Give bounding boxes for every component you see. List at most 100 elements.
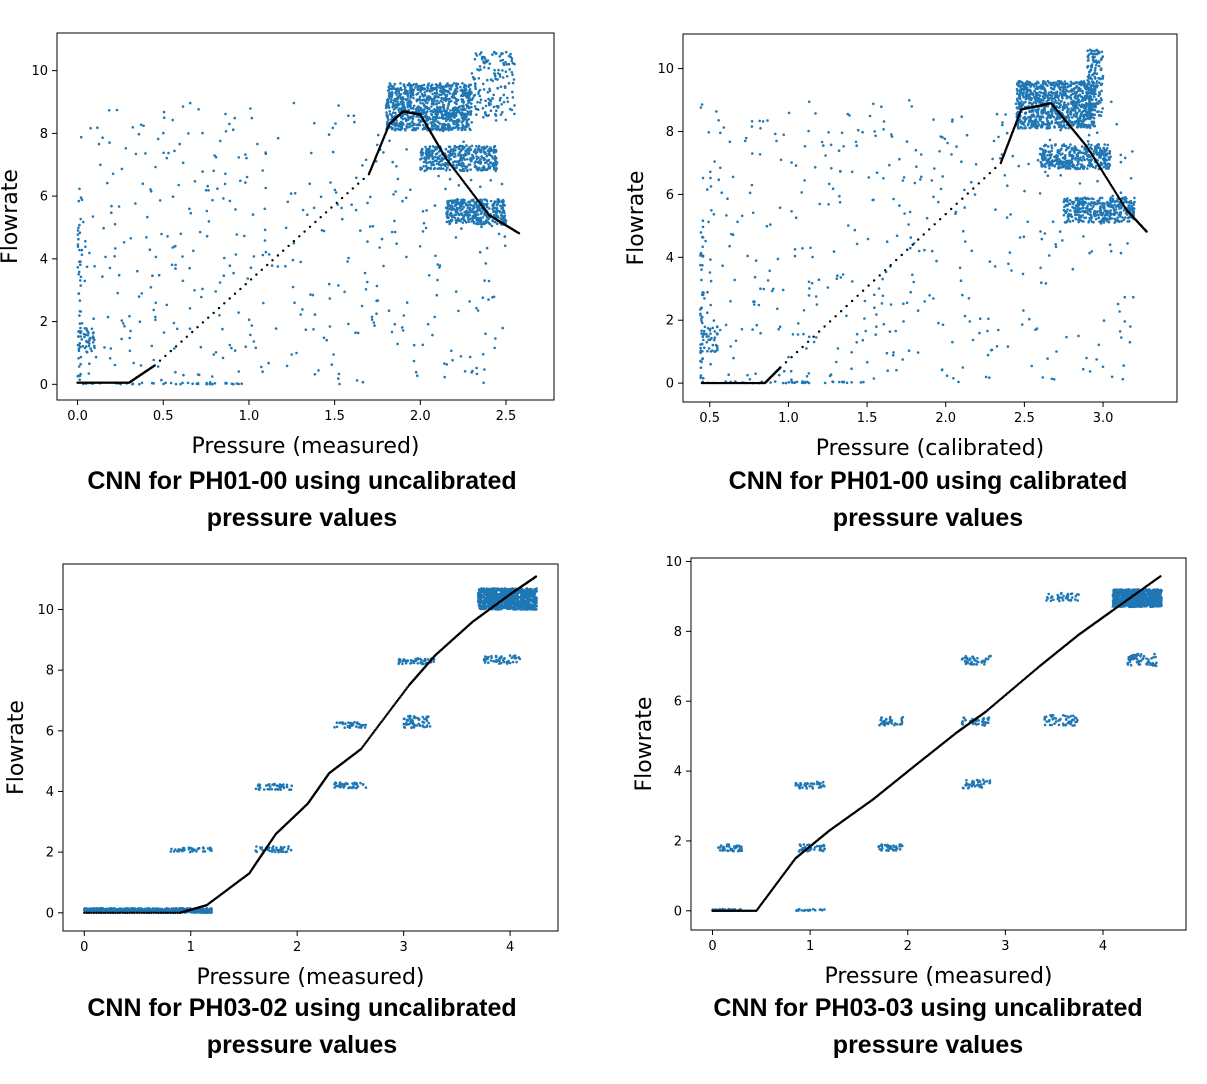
measured-point xyxy=(451,114,454,118)
measured-point xyxy=(80,248,84,252)
measured-point xyxy=(815,303,819,306)
measured-point xyxy=(901,358,904,361)
measured-point xyxy=(1031,93,1035,97)
measured-point xyxy=(787,355,790,359)
measured-point xyxy=(78,314,81,317)
measured-point xyxy=(435,109,438,112)
measured-point xyxy=(1064,126,1068,130)
measured-point xyxy=(385,111,388,114)
measured-point xyxy=(433,99,437,103)
measured-point xyxy=(419,158,422,161)
measured-point xyxy=(445,220,449,224)
prediction-point xyxy=(174,345,178,348)
measured-point xyxy=(88,339,91,342)
prediction-point xyxy=(276,254,280,257)
measured-point xyxy=(1090,201,1093,204)
measured-point xyxy=(890,133,893,136)
measured-point xyxy=(766,279,770,282)
measured-point xyxy=(701,245,704,249)
measured-point xyxy=(1015,87,1019,91)
measured-point xyxy=(903,212,906,215)
measured-point xyxy=(496,86,499,90)
measured-point xyxy=(250,324,254,327)
prediction-point xyxy=(233,292,237,295)
measured-point xyxy=(746,254,749,258)
measured-point xyxy=(487,101,491,105)
measured-point xyxy=(1097,110,1100,113)
measured-point xyxy=(429,160,432,164)
measured-point xyxy=(456,121,459,124)
measured-point xyxy=(412,104,416,108)
measured-point xyxy=(502,214,506,218)
measured-point xyxy=(181,279,185,283)
measured-point xyxy=(411,120,414,123)
measured-point xyxy=(108,141,111,144)
measured-point xyxy=(399,100,403,104)
measured-point xyxy=(467,147,470,151)
measured-point xyxy=(411,107,415,110)
measured-point xyxy=(456,107,460,110)
prediction-point xyxy=(303,230,306,233)
measured-point xyxy=(1115,211,1119,214)
measured-point xyxy=(464,115,468,118)
measured-point xyxy=(781,288,785,292)
measured-point xyxy=(129,329,132,333)
measured-point xyxy=(881,294,885,298)
measured-point xyxy=(395,93,399,96)
measured-point xyxy=(293,301,296,305)
measured-point xyxy=(113,254,116,258)
measured-point xyxy=(1102,165,1106,169)
measured-point xyxy=(354,208,358,212)
measured-point xyxy=(221,356,225,360)
measured-point xyxy=(1087,58,1090,62)
measured-point xyxy=(1017,84,1020,88)
measured-point xyxy=(1039,230,1042,233)
measured-point xyxy=(1082,117,1086,120)
measured-point xyxy=(1025,91,1028,94)
measured-point xyxy=(433,204,437,207)
measured-point xyxy=(167,151,170,155)
measured-point xyxy=(1046,161,1049,165)
measured-point xyxy=(902,176,906,179)
measured-point xyxy=(1040,163,1043,166)
measured-point xyxy=(1066,102,1070,105)
measured-point xyxy=(171,118,174,122)
measured-point xyxy=(1077,203,1081,207)
measured-point xyxy=(699,251,703,255)
measured-point xyxy=(491,207,495,211)
measured-point xyxy=(406,97,410,100)
measured-point xyxy=(475,372,479,376)
measured-point xyxy=(244,345,247,349)
measured-point xyxy=(448,207,452,211)
measured-point xyxy=(482,61,485,64)
measured-point xyxy=(453,216,457,220)
measured-point xyxy=(401,117,405,121)
prediction-point xyxy=(191,330,194,334)
measured-point xyxy=(1050,377,1054,381)
measured-point xyxy=(267,361,270,365)
measured-point xyxy=(448,154,452,158)
measured-point xyxy=(709,279,713,283)
measured-point xyxy=(402,108,406,111)
measured-point xyxy=(1054,245,1058,249)
measured-point xyxy=(1066,111,1069,114)
measured-point xyxy=(1001,123,1004,127)
measured-point xyxy=(775,139,778,143)
measured-point xyxy=(284,264,287,268)
x-tick-label: 0.0 xyxy=(67,409,88,424)
prediction-point xyxy=(201,321,205,324)
measured-point xyxy=(460,111,464,114)
measured-point xyxy=(1122,218,1126,222)
measured-point xyxy=(123,324,126,328)
measured-point xyxy=(494,206,497,210)
measured-point xyxy=(77,270,81,274)
measured-point xyxy=(486,149,490,152)
measured-point xyxy=(700,317,703,321)
measured-point xyxy=(1090,122,1094,126)
measured-point xyxy=(492,210,495,213)
measured-point xyxy=(1116,302,1120,306)
measured-point xyxy=(390,90,394,94)
measured-point xyxy=(700,332,703,335)
x-tick-label: 0.5 xyxy=(153,409,174,424)
measured-point xyxy=(84,245,87,249)
